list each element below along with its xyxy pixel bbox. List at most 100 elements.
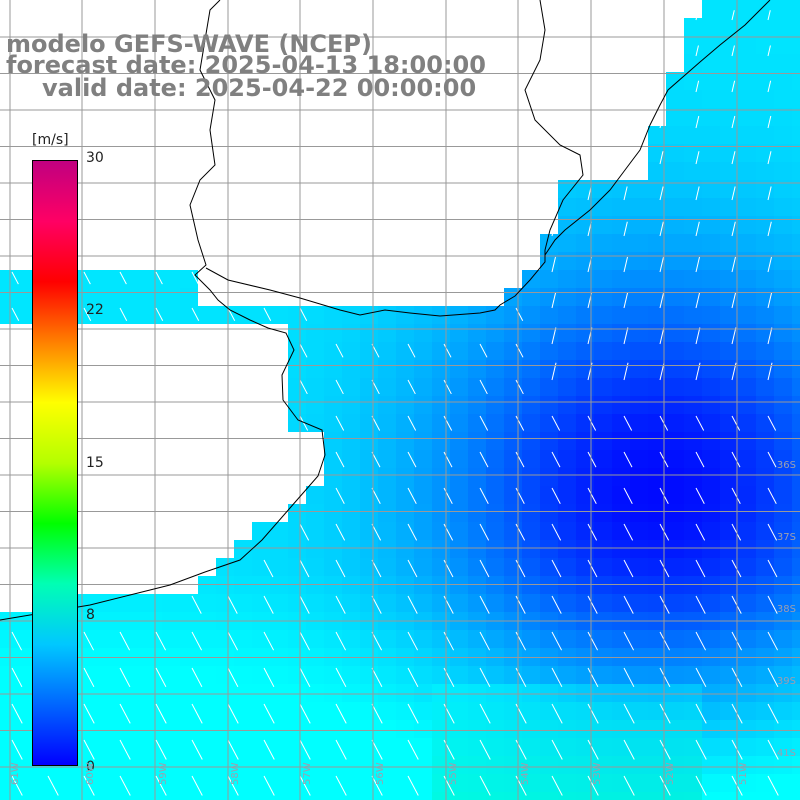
speed-cell [576, 396, 594, 414]
speed-cell [378, 378, 396, 396]
wind-arrow [659, 739, 671, 760]
speed-cell [450, 558, 468, 576]
wind-arrow [695, 631, 707, 651]
speed-cell [234, 540, 252, 558]
speed-cell [198, 630, 216, 648]
speed-cell [450, 414, 468, 432]
speed-cell [774, 216, 792, 234]
wind-arrow [767, 45, 771, 57]
wind-arrow [695, 186, 700, 201]
wind-arrow [659, 221, 664, 237]
speed-cell [576, 234, 594, 252]
wind-arrow [299, 415, 309, 431]
wind-arrow [191, 307, 200, 321]
speed-cell [684, 504, 702, 522]
wind-arrow [695, 739, 707, 760]
speed-cell [342, 630, 360, 648]
speed-cell [666, 216, 684, 234]
speed-cell [594, 522, 612, 540]
wind-arrow [227, 667, 239, 688]
wind-arrow [731, 256, 736, 273]
speed-cell [792, 468, 800, 486]
speed-cell [126, 594, 144, 612]
speed-cell [450, 540, 468, 558]
wind-arrow [407, 487, 417, 504]
wind-arrow [587, 595, 598, 614]
speed-cell [468, 540, 486, 558]
speed-cell [612, 288, 630, 306]
wind-arrow [551, 559, 562, 578]
speed-cell [324, 540, 342, 558]
speed-cell [252, 720, 270, 738]
speed-cell [378, 504, 396, 522]
speed-cell [684, 540, 702, 558]
wind-arrow [407, 451, 417, 468]
speed-cell [720, 468, 738, 486]
wind-arrow [479, 487, 489, 504]
wind-arrow [767, 487, 777, 504]
speed-cell [558, 684, 576, 702]
speed-cell [486, 450, 504, 468]
speed-cell [576, 342, 594, 360]
speed-cell [162, 594, 180, 612]
speed-cell [216, 792, 234, 800]
speed-cell [324, 756, 342, 774]
speed-cell [756, 54, 774, 72]
speed-cell [738, 252, 756, 270]
speed-cell [378, 396, 396, 414]
wind-arrow [299, 631, 311, 651]
speed-cell [630, 306, 648, 324]
speed-cell [684, 324, 702, 342]
speed-cell [702, 468, 720, 486]
wind-arrow [731, 45, 735, 57]
speed-cell [666, 108, 684, 126]
wind-arrow [479, 379, 488, 395]
speed-cell [738, 738, 756, 756]
speed-cell [738, 126, 756, 144]
speed-cell [792, 378, 800, 396]
wind-arrow [659, 703, 671, 724]
speed-cell [738, 306, 756, 324]
speed-cell [576, 270, 594, 288]
speed-cell [792, 594, 800, 612]
speed-cell [630, 324, 648, 342]
speed-cell [774, 288, 792, 306]
wind-arrow [623, 487, 633, 504]
wind-arrow [155, 667, 167, 688]
wind-arrow [11, 667, 23, 688]
speed-cell [468, 504, 486, 522]
wind-arrow [335, 703, 347, 724]
speed-cell [414, 432, 432, 450]
speed-cell [306, 306, 324, 324]
speed-cell [450, 666, 468, 684]
wind-arrow [155, 739, 167, 760]
speed-cell [792, 630, 800, 648]
speed-cell [180, 792, 198, 800]
speed-cell [396, 684, 414, 702]
speed-cell [486, 414, 504, 432]
speed-cell [756, 360, 774, 378]
speed-cell [576, 198, 594, 216]
speed-cell [756, 306, 774, 324]
speed-cell [702, 18, 720, 36]
speed-cell [252, 540, 270, 558]
speed-cell [576, 432, 594, 450]
speed-cell [504, 468, 522, 486]
speed-cell [558, 342, 576, 360]
speed-cell [540, 720, 558, 738]
speed-cell [720, 792, 738, 800]
speed-cell [342, 468, 360, 486]
speed-cell [378, 342, 396, 360]
wind-arrow [119, 631, 131, 651]
speed-cell [378, 792, 396, 800]
speed-cell [738, 486, 756, 504]
wind-arrow [119, 307, 128, 321]
speed-cell [792, 666, 800, 684]
speed-cell [666, 630, 684, 648]
speed-cell [396, 540, 414, 558]
speed-cell [522, 684, 540, 702]
speed-cell [720, 360, 738, 378]
speed-cell [756, 396, 774, 414]
speed-cell [666, 756, 684, 774]
speed-cell [684, 198, 702, 216]
